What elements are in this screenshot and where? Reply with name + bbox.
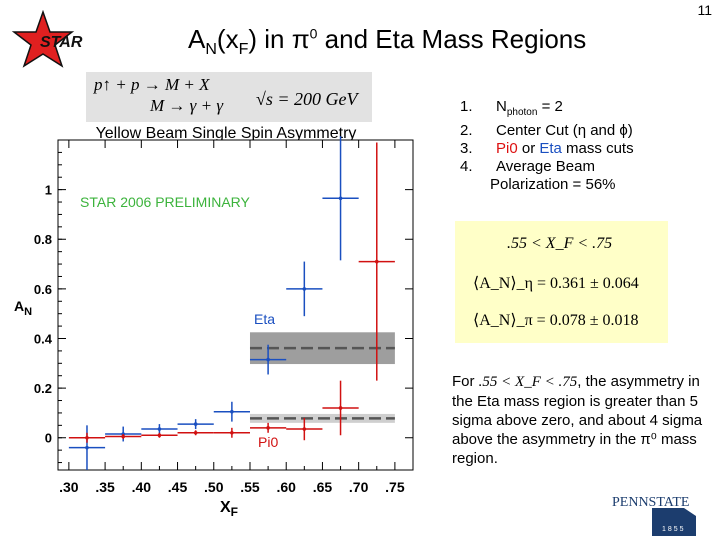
result-box: .55 < X_F < .75 ⟨A_N⟩_η = 0.361 ± 0.064 … bbox=[455, 221, 668, 343]
condition-item: 3. Pi0 or Eta mass cuts bbox=[460, 140, 634, 157]
data-point-pi0 bbox=[141, 432, 178, 438]
chart-title: Yellow Beam Single Spin Asymmetry bbox=[96, 125, 357, 142]
point-marker bbox=[157, 433, 162, 438]
point-marker bbox=[302, 287, 307, 291]
eta-legend-label: Eta bbox=[254, 311, 275, 327]
data-point-eta bbox=[322, 136, 359, 261]
condition-item: 1. Nphoton = 2 bbox=[460, 98, 563, 118]
point-marker bbox=[230, 430, 234, 435]
point-marker bbox=[121, 434, 126, 439]
y-tick-label: 1 bbox=[45, 183, 52, 198]
nittany-lion-icon bbox=[652, 508, 696, 536]
data-point-pi0 bbox=[213, 427, 250, 438]
point-marker bbox=[266, 426, 270, 430]
x-tick-label: .55 bbox=[240, 479, 260, 495]
pennstate-year: 1855 bbox=[662, 526, 686, 533]
y-tick-label: 0.4 bbox=[34, 331, 53, 346]
star-icon bbox=[11, 10, 75, 68]
data-point-pi0 bbox=[358, 142, 395, 381]
point-marker bbox=[338, 196, 343, 201]
point-marker bbox=[374, 259, 379, 264]
data-point-pi0 bbox=[249, 422, 287, 433]
star-logo: STAR bbox=[11, 10, 83, 68]
condition-item: 4. Average Beam bbox=[460, 158, 595, 175]
x-tick-label: .45 bbox=[168, 479, 188, 495]
data-point-pi0 bbox=[286, 417, 323, 441]
y-axis-label: AN bbox=[14, 298, 32, 318]
point-marker bbox=[85, 435, 89, 440]
eta-result: ⟨A_N⟩_η = 0.361 ± 0.064 bbox=[473, 275, 639, 292]
condition-item: 2. Center Cut (η and ϕ) bbox=[460, 122, 633, 139]
pennstate-text: PENNSTATE bbox=[612, 495, 689, 510]
data-point-eta bbox=[213, 401, 250, 422]
pi0-legend-label: Pi0 bbox=[258, 434, 278, 450]
preliminary-label: STAR 2006 PRELIMINARY bbox=[80, 194, 251, 210]
point-marker bbox=[266, 357, 270, 362]
page-number: 11 bbox=[697, 2, 712, 18]
data-point-pi0 bbox=[177, 430, 214, 436]
data-point-pi0 bbox=[322, 380, 359, 436]
point-marker bbox=[302, 427, 307, 431]
slide-title: AN(xF) in π0 and Eta Mass Regions bbox=[188, 24, 587, 59]
x-axis-label: XF bbox=[220, 499, 238, 519]
x-tick-label: .65 bbox=[313, 479, 333, 495]
x-tick-label: .35 bbox=[95, 479, 115, 495]
point-marker bbox=[85, 445, 89, 450]
reaction-formula: p↑ + p → M + X M → γ + γ √s = 200 GeV bbox=[86, 72, 372, 122]
data-point-pi0 bbox=[105, 434, 142, 439]
data-point-eta bbox=[249, 344, 287, 375]
x-tick-label: .30 bbox=[59, 479, 79, 495]
y-tick-label: 0 bbox=[45, 431, 52, 446]
point-marker bbox=[193, 422, 198, 426]
data-point-eta bbox=[141, 424, 178, 435]
data-point-eta bbox=[177, 419, 214, 430]
x-tick-label: .40 bbox=[132, 479, 152, 495]
point-marker bbox=[193, 430, 198, 435]
x-tick-label: .75 bbox=[385, 479, 405, 495]
point-marker bbox=[338, 406, 343, 410]
pi-result: ⟨A_N⟩_π = 0.078 ± 0.018 bbox=[473, 312, 639, 329]
formula-energy: √s = 200 GeV bbox=[256, 89, 358, 109]
y-tick-label: 0.8 bbox=[34, 232, 52, 247]
summary-text: For .55 < X_F < .75, the asymmetry in th… bbox=[452, 373, 703, 467]
asymmetry-chart: Yellow Beam Single Spin Asymmetry .30 .35… bbox=[14, 125, 414, 519]
analysis-conditions: 1. Nphoton = 2 2. Center Cut (η and ϕ) 3. P… bbox=[460, 98, 634, 194]
x-tick-label: .50 bbox=[204, 479, 224, 495]
data-point-eta bbox=[286, 261, 323, 317]
pennstate-logo: PENNSTATE 1855 bbox=[612, 495, 696, 536]
formula-reaction: p↑ + p → M + X bbox=[94, 75, 210, 94]
condition-item-cont: Polarization = 56% bbox=[490, 176, 616, 193]
x-tick-label: .70 bbox=[349, 479, 369, 495]
point-marker bbox=[230, 409, 234, 414]
logo-text: STAR bbox=[40, 34, 83, 51]
y-tick-label: 0.2 bbox=[34, 381, 52, 396]
y-tick-label: 0.6 bbox=[34, 282, 52, 297]
formula-decay: M → γ + γ bbox=[150, 96, 224, 115]
data-point-pi0 bbox=[68, 432, 106, 443]
point-marker bbox=[157, 427, 162, 431]
x-tick-label: .60 bbox=[276, 479, 296, 495]
result-range: .55 < X_F < .75 bbox=[507, 235, 613, 252]
